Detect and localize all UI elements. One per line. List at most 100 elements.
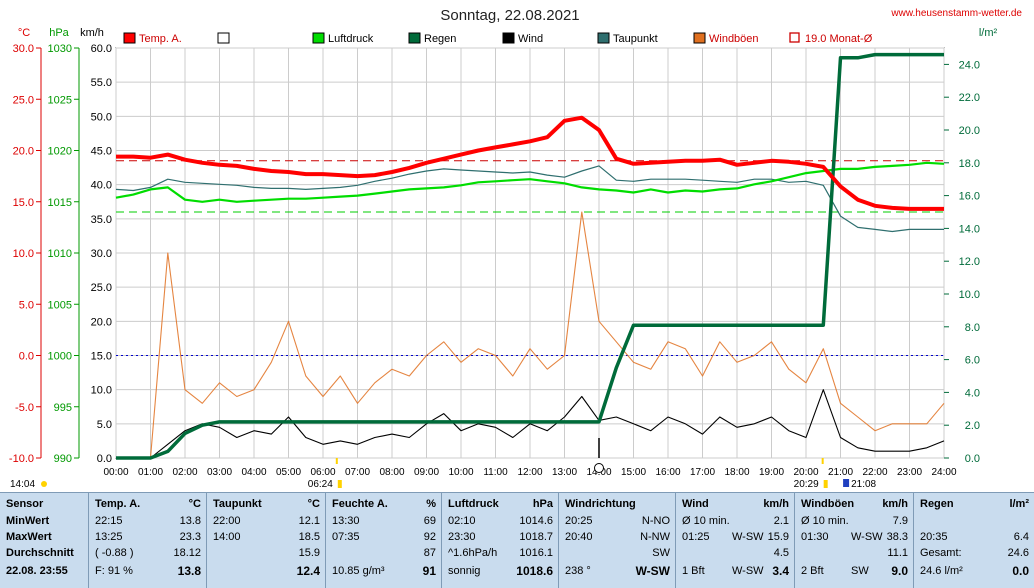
stats-header-row: Sensor [0, 496, 88, 512]
stats-cell-value: N-NW [640, 531, 670, 543]
sunrise-label: 06:24 [308, 479, 333, 490]
wind-tick-label: 55.0 [91, 77, 112, 89]
press-unit-label: hPa [49, 27, 69, 39]
x-tick-label: 04:00 [241, 467, 266, 478]
stats-cell-time: 238 ° [565, 565, 591, 577]
wind-tick-label: 60.0 [91, 43, 112, 55]
stats-row: 24.6 l/m² 0.0 [914, 563, 1034, 579]
stats-header-row: Windböen km/h [795, 496, 914, 512]
press-tick-label: 1020 [48, 146, 72, 158]
wind-tick-label: 5.0 [97, 419, 112, 431]
legend-swatch [693, 32, 706, 44]
stats-cell-value: 38.3 [886, 531, 908, 543]
stats-row: 01:25 W-SW 15.9 [676, 529, 795, 545]
series-windb-en [116, 211, 945, 459]
statistics-table: Sensor MinWert MaxWert Durchschnitt 22.08. 2… [0, 492, 1034, 588]
stats-cell-value: N-NO [641, 515, 670, 527]
stats-header-row: Wind km/h [676, 496, 795, 512]
stats-cell-time: 22:00 [213, 515, 241, 527]
stats-row: 02:10 1014.6 [442, 513, 559, 529]
temp-tick-label: 30.0 [13, 43, 34, 55]
stats-column-taupunkt: Taupunkt °C 22:00 12.1 14:00 18.5 15.9 12.4 [206, 493, 326, 588]
press-tick-label: 1010 [48, 248, 72, 260]
wind-unit-label: km/h [80, 27, 104, 39]
stats-row: 22.08. 23:55 [0, 563, 88, 579]
stats-row [914, 513, 1034, 529]
stats-cell-direction: SW [851, 565, 869, 577]
stats-column-feuchte: Feuchte A.% 13:30 69 07:35 92 87 10.85 g/m³ 91 [325, 493, 442, 588]
stats-row: 22:00 12.1 [207, 513, 326, 529]
stats-cell-time: 01:30 [801, 531, 829, 543]
x-tick-label: 16:00 [655, 467, 680, 478]
stats-cell-time: 02:10 [448, 515, 476, 527]
press-tick-label: 995 [54, 402, 72, 414]
x-tick-label: 12:00 [517, 467, 542, 478]
legend-swatch [789, 32, 800, 43]
rain-tick-label: 20.0 [959, 125, 980, 137]
stats-cell-value: 1018.7 [519, 531, 553, 543]
stats-cell-time: 20:25 [565, 515, 593, 527]
rain-tick-label: 6.0 [965, 355, 980, 367]
series-wind [116, 389, 945, 459]
stats-column-windboeen: Windböen km/h Ø 10 min. 7.9 01:30 W-SW 38.3 11.… [794, 493, 914, 588]
moon-time-label: 21:08 [851, 479, 876, 490]
stats-cell-value: 13.8 [177, 564, 201, 578]
stats-row: 1 Bft W-SW 3.4 [676, 563, 795, 579]
stats-cell-value: 91 [422, 564, 436, 578]
stats-cell-value: SW [652, 547, 670, 559]
website-link[interactable]: www.heusenstamm-wetter.de [890, 8, 1022, 19]
press-tick-label: 1005 [48, 299, 72, 311]
stats-cell-time: 20:35 [920, 531, 948, 543]
wind-tick-label: 20.0 [91, 316, 112, 328]
stats-header: Windböen [801, 498, 855, 510]
x-tick-label: 22:00 [862, 467, 887, 478]
stats-cell-value: 12.4 [296, 564, 320, 578]
legend: Temp. A. Luftdruck Regen Wind Taupunkt Windbö… [123, 32, 873, 45]
legend-label: Temp. A. [139, 33, 182, 45]
x-tick-label: 23:00 [897, 467, 922, 478]
stats-row: 11.1 [795, 545, 914, 561]
x-tick-label: 03:00 [207, 467, 232, 478]
legend-swatch [408, 32, 421, 44]
stats-cell-value: 9.0 [891, 564, 908, 578]
start-time-label: 14:04 [10, 479, 35, 490]
press-tick-label: 1000 [48, 351, 72, 363]
stats-row: 15.9 [207, 545, 326, 561]
stats-cell-time: 13:25 [95, 531, 123, 543]
x-tick-label: 19:00 [759, 467, 784, 478]
stats-column-windrichtung: Windrichtung 20:25 N-NO 20:40 N-NW SW 238 ° W-S… [558, 493, 676, 588]
stats-row: Ø 10 min. 2.1 [676, 513, 795, 529]
stats-header: Wind [682, 498, 709, 510]
rain-tick-label: 8.0 [965, 322, 980, 334]
stats-header: Regen [920, 498, 954, 510]
rain-tick-label: 22.0 [959, 92, 980, 104]
rain-tick-label: 4.0 [965, 387, 980, 399]
axes: 00:00 01:00 02:00 03:00 04:00 05:00 06:00 07:00… [9, 43, 980, 478]
stats-cell-value: 69 [423, 515, 436, 527]
stats-cell-time: 10.85 g/m³ [332, 565, 385, 577]
x-tick-label: 10:00 [448, 467, 473, 478]
temp-tick-label: 10.0 [13, 248, 34, 260]
x-tick-label: 18:00 [724, 467, 749, 478]
stats-unit: °C [307, 498, 320, 510]
stats-unit: km/h [882, 498, 908, 510]
stats-row: 14:00 18.5 [207, 529, 326, 545]
sunset-icon [823, 480, 828, 488]
temp-tick-label: -5.0 [15, 402, 34, 414]
chart-title: Sonntag, 22.08.2021 [440, 7, 579, 24]
stats-row-label: 22.08. 23:55 [6, 565, 68, 577]
x-tick-label: 01:00 [138, 467, 163, 478]
stats-cell-time: 14:00 [213, 531, 241, 543]
stats-row: 01:30 W-SW 38.3 [795, 529, 914, 545]
stats-column-temp: Temp. A. °C 22:15 13.8 13:25 23.3 ( -0.88 ) 18.… [88, 493, 207, 588]
stats-cell-time: 24.6 l/m² [920, 565, 963, 577]
stats-cell-value: 0.0 [1012, 564, 1029, 578]
x-tick-label: 20:00 [793, 467, 818, 478]
temp-tick-label: 5.0 [19, 299, 34, 311]
wind-tick-label: 40.0 [91, 180, 112, 192]
stats-row: 20:35 6.4 [914, 529, 1034, 545]
stats-unit: l/m² [1009, 498, 1029, 510]
stats-row: 13:25 23.3 [89, 529, 207, 545]
stats-row: Ø 10 min. 7.9 [795, 513, 914, 529]
stats-cell-value: 12.1 [298, 515, 320, 527]
